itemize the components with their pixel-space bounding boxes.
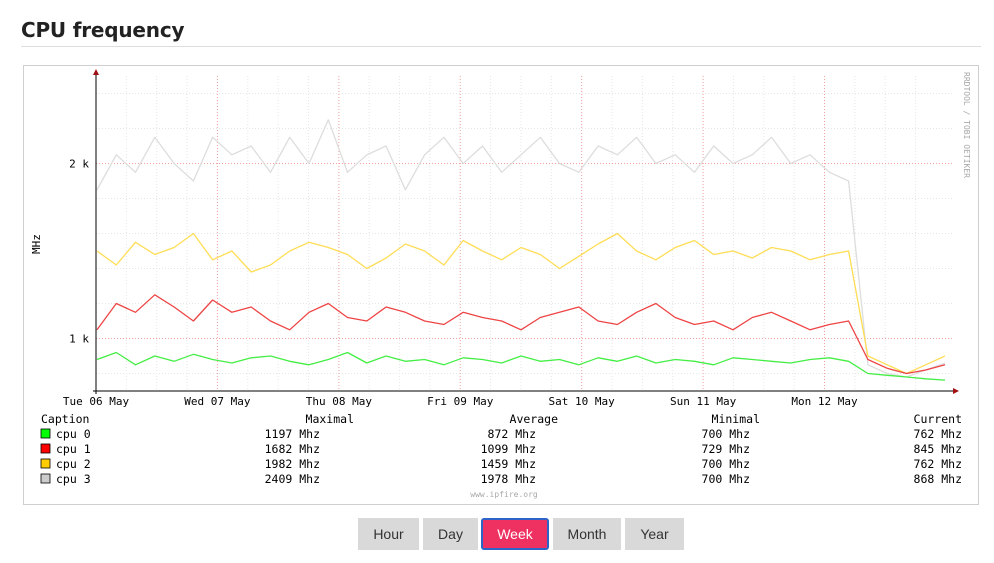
rrdtool-watermark: RRDTOOL / TOBI OETIKER [962, 72, 971, 178]
x-axis-arrow [953, 388, 959, 394]
axis-layer: 1 k 2 k Tue 06 May Wed 07 May Thu 08 May Fri … [63, 69, 959, 408]
x-tick-label: Wed 07 May [184, 395, 251, 408]
legend-name: cpu 0 [56, 427, 91, 441]
x-tick-label: Mon 12 May [791, 395, 858, 408]
y-axis-arrow [93, 69, 99, 75]
legend-maximal: 1197 Mhz [265, 427, 320, 441]
legend-current: 868 Mhz [914, 472, 962, 486]
range-button-month[interactable]: Month [553, 518, 621, 550]
legend-header-maximal: Maximal [306, 412, 354, 426]
time-range-selector: Hour Day Week Month Year [0, 518, 994, 550]
x-tick-label: Tue 06 May [63, 395, 130, 408]
legend-maximal: 1682 Mhz [265, 442, 320, 456]
range-button-day[interactable]: Day [423, 518, 478, 550]
legend-minimal: 700 Mhz [702, 427, 750, 441]
range-button-hour[interactable]: Hour [358, 518, 419, 550]
legend-maximal: 2409 Mhz [265, 472, 320, 486]
legend: Caption Maximal Average Minimal Current … [40, 412, 962, 486]
legend-swatch [40, 443, 51, 454]
legend-header-average: Average [510, 412, 559, 426]
grid-layer [96, 76, 952, 391]
y-axis-label: MHz [30, 234, 43, 254]
graph-footer: www.ipfire.org [470, 490, 538, 499]
legend-maximal: 1982 Mhz [265, 457, 320, 471]
legend-average: 1978 Mhz [481, 472, 536, 486]
chart-svg: 1 k 2 k Tue 06 May Wed 07 May Thu 08 May Fri … [30, 69, 971, 499]
legend-swatch [40, 428, 51, 439]
legend-average: 1459 Mhz [481, 457, 536, 471]
legend-swatch [40, 458, 51, 469]
x-tick-label: Fri 09 May [427, 395, 494, 408]
legend-name: cpu 2 [56, 457, 91, 471]
legend-current: 845 Mhz [914, 442, 962, 456]
x-tick-label: Thu 08 May [306, 395, 373, 408]
series-layer [96, 119, 946, 381]
cpu-frequency-graph: 1 k 2 k Tue 06 May Wed 07 May Thu 08 May Fri … [23, 65, 979, 505]
x-tick-label: Sun 11 May [670, 395, 737, 408]
legend-swatch [40, 473, 51, 484]
y-tick-label: 1 k [69, 333, 89, 346]
y-tick-label: 2 k [69, 158, 89, 171]
legend-minimal: 700 Mhz [702, 472, 750, 486]
legend-header-current: Current [914, 412, 962, 426]
legend-average: 1099 Mhz [481, 442, 536, 456]
series-line-cpu-2 [96, 232, 946, 375]
series-line-cpu-0 [96, 351, 946, 381]
series-line-cpu-1 [96, 294, 946, 375]
legend-name: cpu 3 [56, 472, 91, 486]
legend-header-minimal: Minimal [712, 412, 760, 426]
legend-name: cpu 1 [56, 442, 91, 456]
legend-minimal: 729 Mhz [702, 442, 750, 456]
legend-minimal: 700 Mhz [702, 457, 750, 471]
legend-current: 762 Mhz [914, 427, 962, 441]
legend-header-caption: Caption [41, 412, 89, 426]
range-button-year[interactable]: Year [625, 518, 684, 550]
x-tick-label: Sat 10 May [549, 395, 616, 408]
legend-average: 872 Mhz [488, 427, 536, 441]
range-button-week[interactable]: Week [481, 518, 549, 550]
legend-current: 762 Mhz [914, 457, 962, 471]
title-divider [21, 46, 981, 47]
page-title: CPU frequency [21, 18, 185, 42]
series-line-cpu-3 [96, 119, 946, 378]
